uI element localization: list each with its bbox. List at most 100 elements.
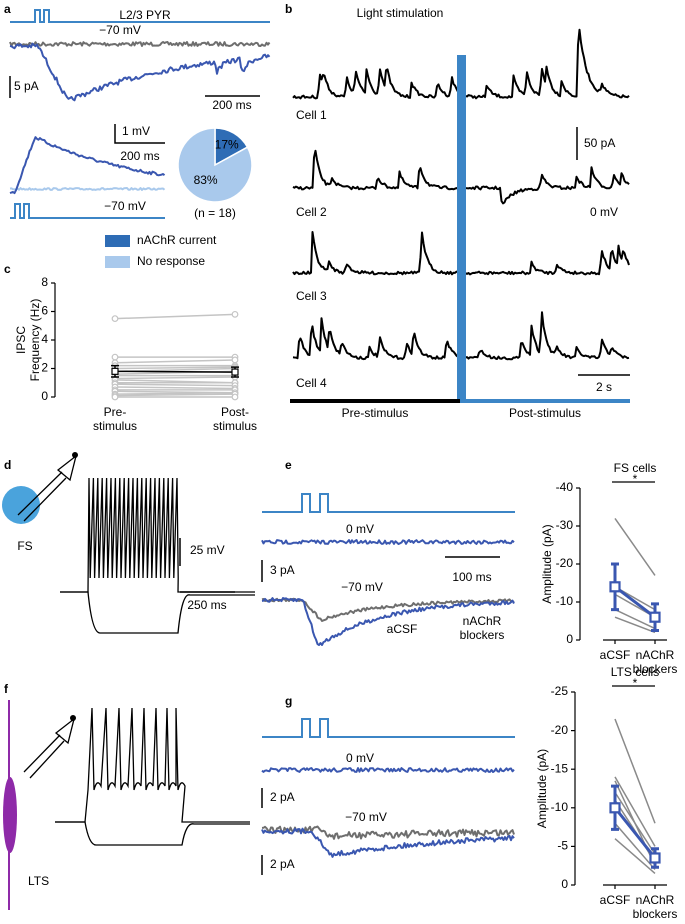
mean-marker: [111, 367, 119, 375]
panel-title: Light stimulation: [357, 6, 444, 20]
pair-line: [114, 366, 236, 370]
pair-line: [614, 616, 656, 634]
y-tick-label: 0: [566, 632, 573, 646]
pie-slice: [177, 127, 253, 203]
y-axis-label: Amplitude (pA): [540, 524, 554, 603]
stimulus: [262, 718, 515, 738]
trace: [261, 597, 515, 646]
condition-label: nAChR blockers: [460, 614, 505, 642]
legend-swatch: [105, 256, 130, 268]
mean-marker: [609, 581, 621, 593]
legend-swatch: [105, 235, 130, 247]
mean-line: [614, 585, 656, 619]
panel-label: a: [4, 2, 11, 16]
pair-line: [114, 376, 236, 380]
cell-body: [2, 486, 40, 524]
chart-title: LTS cells: [611, 665, 659, 679]
pair-point: [111, 353, 119, 361]
scale-label: 2 pA: [270, 790, 295, 804]
cell-label: Cell 4: [296, 376, 327, 390]
voltage-trace: [60, 591, 255, 634]
mean-marker: [231, 368, 239, 376]
cell-body: [3, 777, 17, 853]
scale-label: 2 s: [596, 380, 612, 394]
pie-label: 17%: [215, 137, 239, 151]
mean-marker: [649, 852, 661, 864]
voltage-trace: [55, 707, 250, 823]
y-tick-label: -20: [551, 723, 569, 737]
panel-label: g: [285, 694, 292, 708]
voltage-trace: [55, 821, 250, 846]
y-tick-label: -10: [551, 800, 569, 814]
cell-label: Cell 1: [296, 108, 327, 122]
pair-line: [614, 608, 656, 630]
panel-label: f: [4, 682, 9, 696]
trace: [9, 41, 271, 47]
pair-line: [114, 393, 236, 397]
chart-title: FS cells: [614, 461, 657, 475]
pair-line: [614, 838, 656, 874]
trace: [261, 825, 515, 840]
pair-point: [231, 393, 239, 401]
pipette-tip: [72, 452, 78, 458]
cell-type: LTS: [28, 874, 49, 888]
scale-label: 5 pA: [14, 79, 39, 93]
holding-label: −70 mV: [341, 580, 383, 594]
voltage-trace: [60, 477, 255, 593]
trace: [9, 187, 166, 191]
cell-type: FS: [17, 539, 32, 553]
pair-line: [114, 391, 236, 395]
period-label: Post-stimulus: [509, 406, 581, 420]
holding-label: 0 mV: [590, 205, 618, 219]
x-tick-label: nAChR blockers: [633, 893, 678, 921]
holding-label: 0 mV: [346, 751, 374, 765]
cell-label: Cell 2: [296, 205, 327, 219]
scale-label: 50 pA: [584, 136, 615, 150]
holding-label: −70 mV: [99, 23, 141, 37]
period-label: Pre-stimulus: [342, 406, 409, 420]
scale-bar: [114, 124, 165, 144]
panel-label: c: [4, 262, 11, 276]
pair-line: [614, 776, 656, 847]
mean-line: [613, 806, 657, 859]
pair-point: [111, 393, 119, 401]
mean-line: [114, 370, 236, 373]
panel-label: b: [285, 2, 292, 16]
pair-line: [614, 822, 656, 871]
scale-label: 25 mV: [190, 543, 225, 557]
y-tick-label: 8: [41, 275, 48, 289]
trace: [9, 42, 271, 102]
stimulus: [10, 203, 165, 219]
scale-label: 100 ms: [452, 570, 491, 584]
light-stimulus: [457, 55, 466, 402]
pair-line: [114, 359, 236, 364]
cell-name: L2/3 PYR: [119, 8, 171, 22]
mean-marker: [649, 611, 661, 623]
scale-label: 2 pA: [270, 857, 295, 871]
y-tick-label: 0: [561, 877, 568, 891]
y-tick-label: -20: [556, 556, 574, 570]
x-tick-label: aCSF: [600, 893, 631, 907]
scale-label: 1 mV: [122, 124, 150, 138]
y-tick-label: -40: [556, 480, 574, 494]
scale-label: 200 ms: [120, 149, 159, 163]
trace: [261, 767, 515, 773]
y-tick-label: 4: [41, 332, 48, 346]
trace: [9, 136, 166, 195]
y-tick-label: -25: [551, 684, 569, 698]
x-tick-label: aCSF: [600, 648, 631, 662]
pair-line: [114, 313, 236, 320]
pair-line: [614, 517, 656, 576]
pair-line: [614, 718, 656, 824]
y-tick-label: 6: [41, 304, 48, 318]
y-axis-label: IPSCFrequency (Hz): [14, 299, 42, 382]
x-tick-label: Pre-stimulus: [93, 405, 137, 433]
y-tick-label: -10: [556, 594, 574, 608]
pair-line: [614, 791, 656, 855]
stimulus: [262, 493, 515, 513]
y-tick-label: 0: [41, 389, 48, 403]
pipette: [17, 454, 78, 522]
condition-label: aCSF: [387, 622, 418, 636]
significance: *: [633, 676, 638, 690]
